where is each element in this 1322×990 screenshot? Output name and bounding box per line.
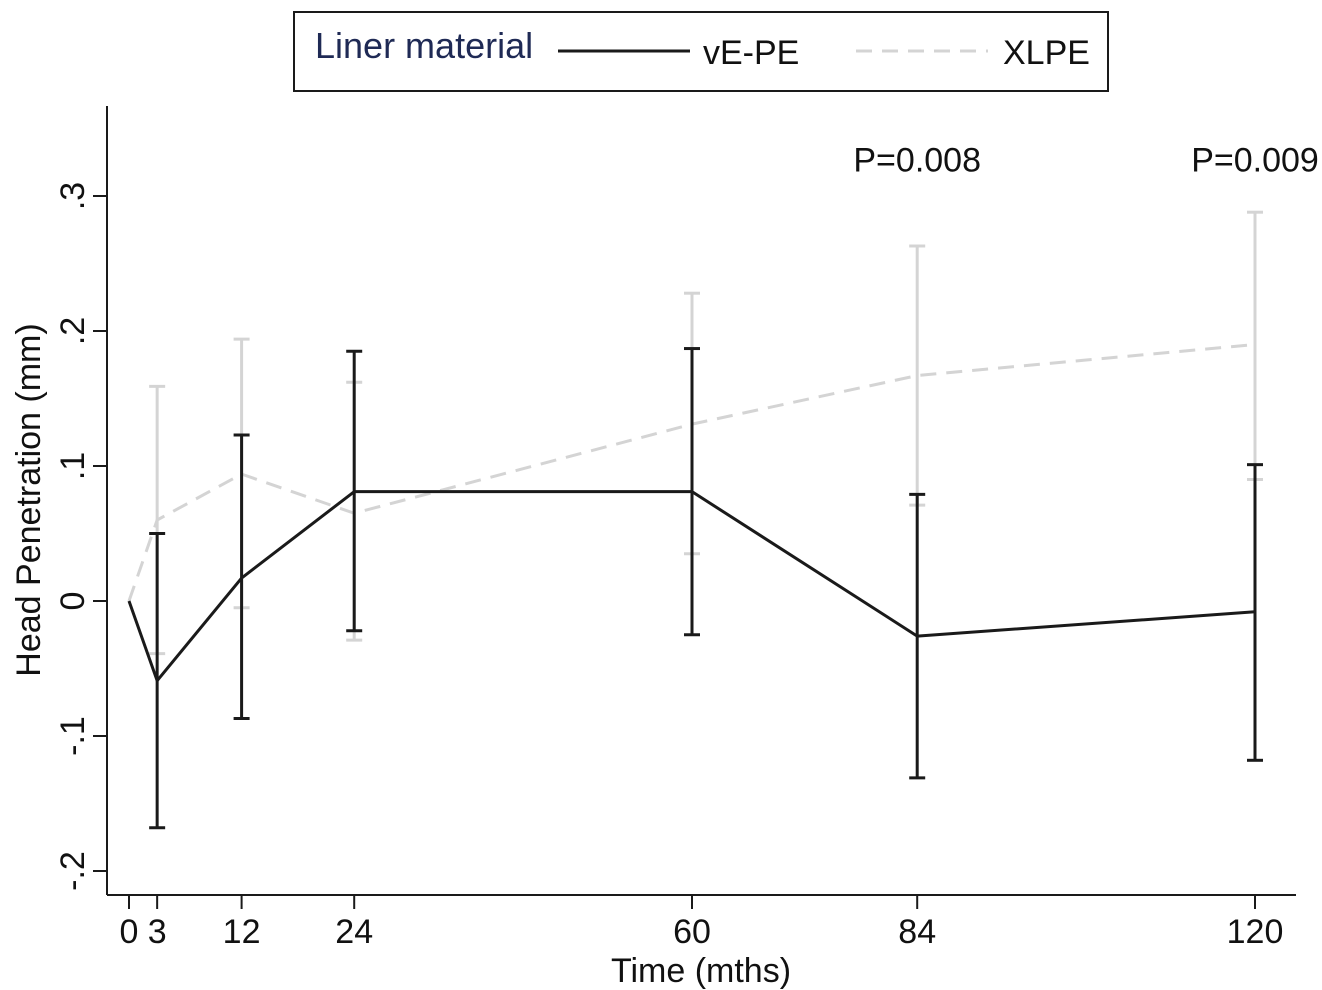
legend-label-xlpe: XLPE	[1003, 34, 1090, 72]
x-tick-label: 24	[335, 913, 373, 951]
y-tick-label: .3	[54, 182, 92, 210]
error-bars-xlpe	[149, 210, 1263, 656]
annotations: P=0.008 P=0.009	[853, 142, 1318, 180]
p-value-annotation: P=0.008	[853, 142, 981, 180]
x-axis-ticks: 0 3 12 24 60 84 120	[120, 895, 1284, 951]
series-xlpe	[127, 210, 1263, 656]
x-tick-label: 84	[898, 913, 936, 951]
y-axis-title: Head Penetration (mm)	[10, 323, 48, 676]
legend-label-ve-pe: vE-PE	[703, 34, 799, 72]
y-tick-label: .1	[54, 452, 92, 480]
legend-title: Liner material	[315, 25, 533, 66]
y-tick-label: -.1	[54, 716, 92, 756]
y-tick-label: -.2	[54, 851, 92, 891]
series-ve-pe	[127, 347, 1263, 830]
x-axis-title: Time (mths)	[611, 952, 791, 990]
x-tick-label: 0	[120, 913, 139, 951]
y-tick-label: 0	[54, 592, 92, 611]
y-axis-ticks: -.2 -.1 0 .1 .2 .3	[54, 182, 107, 891]
x-tick-label: 12	[223, 913, 261, 951]
x-tick-label: 60	[673, 913, 711, 951]
x-tick-label: 3	[148, 913, 167, 951]
series-layer	[127, 210, 1263, 830]
x-tick-label: 120	[1227, 913, 1284, 951]
y-tick-label: .2	[54, 317, 92, 345]
p-value-annotation: P=0.009	[1191, 142, 1319, 180]
legend: Liner material vE-PE XLPE	[293, 11, 1109, 92]
